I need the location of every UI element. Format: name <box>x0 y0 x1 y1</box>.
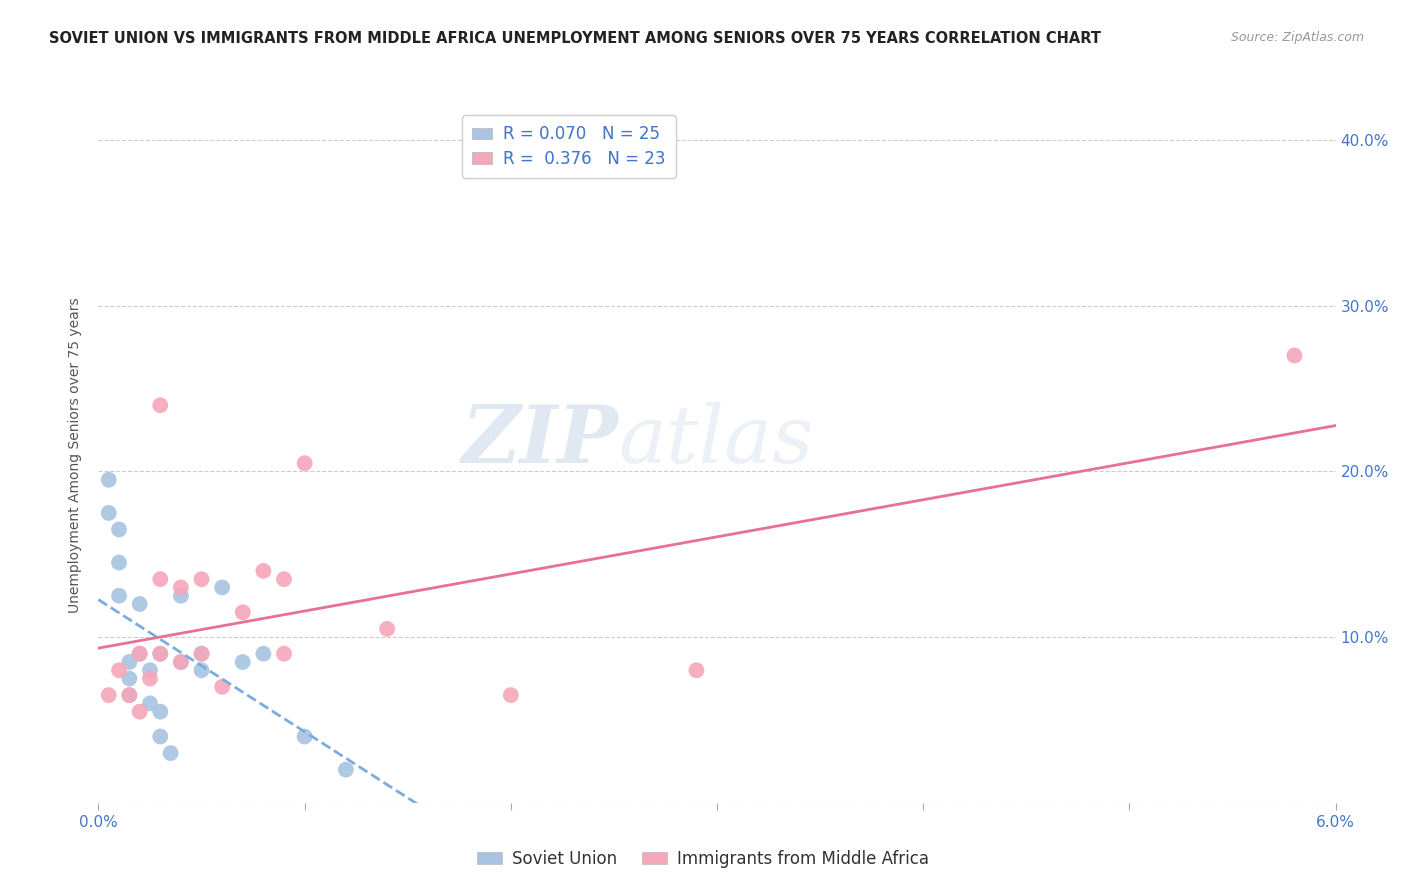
Point <box>159 746 181 760</box>
Point <box>149 705 172 719</box>
Point <box>252 564 274 578</box>
Point <box>211 581 233 595</box>
Point <box>118 655 141 669</box>
Point <box>149 647 172 661</box>
Point <box>252 647 274 661</box>
Text: ZIP: ZIP <box>461 402 619 480</box>
Y-axis label: Unemployment Among Seniors over 75 years: Unemployment Among Seniors over 75 years <box>69 297 83 613</box>
Text: SOVIET UNION VS IMMIGRANTS FROM MIDDLE AFRICA UNEMPLOYMENT AMONG SENIORS OVER 75: SOVIET UNION VS IMMIGRANTS FROM MIDDLE A… <box>49 31 1101 46</box>
Point <box>190 572 212 586</box>
Point <box>170 655 193 669</box>
Point <box>108 663 131 677</box>
Point <box>139 663 162 677</box>
Point <box>375 622 398 636</box>
Text: atlas: atlas <box>619 402 814 480</box>
Point <box>190 663 212 677</box>
Point <box>149 572 172 586</box>
Legend: Soviet Union, Immigrants from Middle Africa: Soviet Union, Immigrants from Middle Afr… <box>470 844 936 875</box>
Point <box>1284 349 1306 363</box>
Point <box>170 589 193 603</box>
Point <box>139 697 162 711</box>
Point <box>97 506 120 520</box>
Point <box>170 581 193 595</box>
Point <box>335 763 357 777</box>
Point <box>190 647 212 661</box>
Point <box>190 647 212 661</box>
Point <box>170 655 193 669</box>
Point <box>499 688 522 702</box>
Point <box>273 647 295 661</box>
Point <box>149 398 172 412</box>
Point <box>232 605 254 619</box>
Point <box>294 730 316 744</box>
Point <box>118 672 141 686</box>
Point <box>128 647 150 661</box>
Point <box>108 589 131 603</box>
Point <box>128 705 150 719</box>
Point <box>139 672 162 686</box>
Text: Source: ZipAtlas.com: Source: ZipAtlas.com <box>1230 31 1364 45</box>
Point <box>294 456 316 470</box>
Legend: R = 0.070   N = 25, R =  0.376   N = 23: R = 0.070 N = 25, R = 0.376 N = 23 <box>461 115 676 178</box>
Point <box>108 556 131 570</box>
Point <box>211 680 233 694</box>
Point <box>118 688 141 702</box>
Point <box>232 655 254 669</box>
Point <box>97 473 120 487</box>
Point <box>149 647 172 661</box>
Point <box>128 647 150 661</box>
Point <box>128 597 150 611</box>
Point <box>118 688 141 702</box>
Point <box>97 688 120 702</box>
Point <box>149 730 172 744</box>
Point <box>685 663 707 677</box>
Point <box>273 572 295 586</box>
Point <box>108 523 131 537</box>
